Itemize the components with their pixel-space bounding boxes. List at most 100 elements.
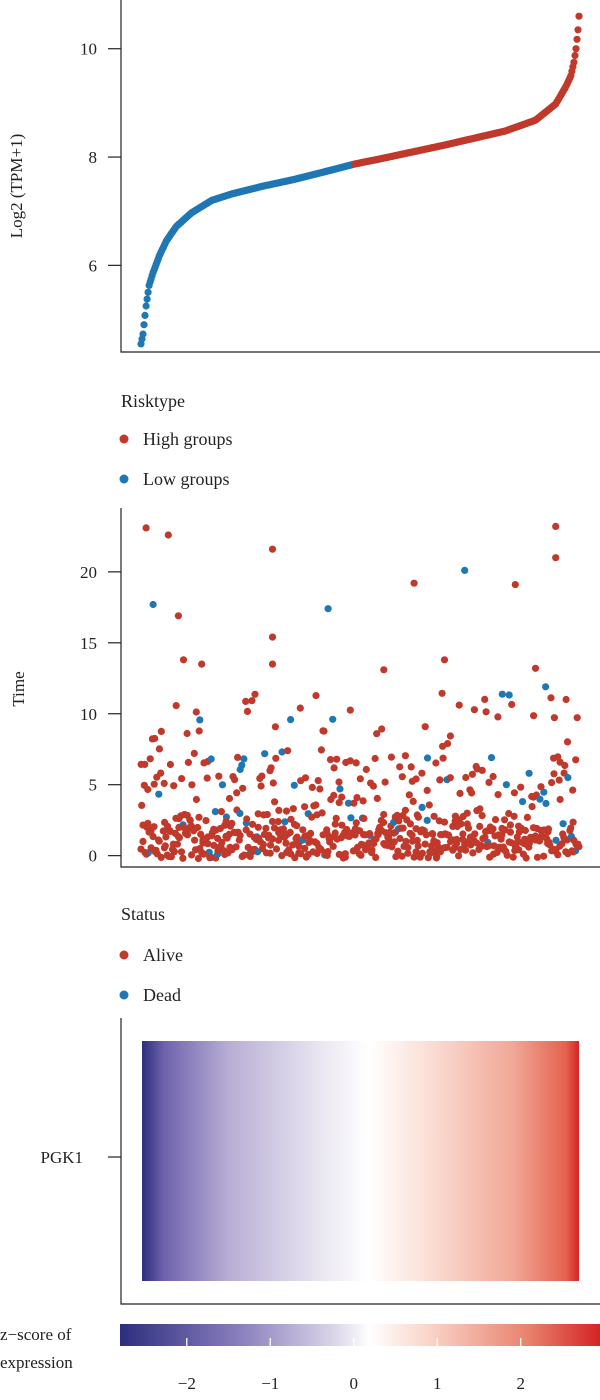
dead-point [519,798,527,806]
expression-y-tick-label: 6 [89,256,98,275]
alive-point [184,758,192,767]
dead-point [207,755,215,763]
alive-point [362,765,370,774]
alive-point [177,848,186,856]
alive-point [471,830,479,838]
time-y-ticks: 0 5 10 15 20 [80,563,121,866]
dead-point [287,716,295,724]
alive-point [240,851,248,859]
alive-point [455,852,463,860]
alive-point [301,774,310,782]
alive-point [511,842,519,850]
alive-point [151,734,159,743]
alive-point [338,821,346,829]
dead-point [236,809,244,818]
alive-point [542,833,550,842]
alive-point [210,841,218,850]
alive-point [268,545,277,553]
alive-point [555,776,563,784]
alive-point [468,789,476,797]
alive-point [337,834,345,842]
alive-point [523,813,532,822]
alive-point [159,827,167,835]
alive-point [271,723,279,731]
alive-point [341,850,349,858]
alive-point [414,842,422,850]
alive-point [331,829,339,837]
alive-point [398,773,406,781]
alive-point [289,805,297,813]
alive-point [568,847,576,855]
dead-legend-label: Dead [143,985,181,1005]
alive-point [228,819,236,828]
alive-point [439,754,447,762]
alive-point [509,853,517,861]
alive-point [372,853,380,862]
alive-point [268,835,277,843]
alive-point [257,782,265,790]
alive-point [162,833,170,841]
alive-point [271,798,279,806]
high-group-point [570,58,578,66]
dead-point [559,820,567,828]
dead-point [278,748,286,756]
alive-point [569,786,577,794]
alive-point [272,845,281,853]
risk-legend: Risktype High groups Low groups [119,391,233,489]
alive-point [533,853,542,861]
alive-point [394,847,402,855]
alive-point [364,841,372,850]
alive-point [239,784,247,792]
alive-point [521,826,530,835]
alive-point [203,774,211,782]
alive-point [312,692,320,700]
dead-point [542,799,550,808]
dead-point [238,761,246,769]
alive-point [552,554,560,562]
alive-point [353,794,361,802]
heatmap-axes [120,1018,600,1305]
alive-point [172,702,180,710]
alive-point [164,531,172,539]
alive-point [359,797,367,805]
colorbar-title-line-2: expression [0,1353,73,1372]
alive-point [194,823,202,832]
alive-point [206,854,214,862]
alive-point [320,727,328,735]
alive-point [517,783,525,791]
time-y-tick-label: 0 [89,847,98,866]
alive-point [178,775,186,783]
alive-point [566,826,574,835]
alive-point [215,772,223,780]
alive-point [268,817,276,826]
alive-point [317,746,325,754]
alive-point [574,840,582,848]
alive-point [422,831,430,839]
alive-point [548,779,556,787]
alive-point [183,729,191,738]
alive-point [198,660,206,668]
alive-point [141,848,149,857]
colorbar-gradient [120,1324,600,1346]
dead-point [347,814,355,822]
alive-point [248,848,256,856]
high-groups-legend-label: High groups [143,429,233,449]
alive-point [440,818,449,826]
alive-point [371,754,379,763]
alive-point [459,830,467,838]
expression-y-ticks: 6 8 10 [80,40,121,275]
alive-point [360,814,368,823]
alive-point [477,841,485,850]
alive-point [191,836,199,844]
alive-point [380,818,388,827]
alive-point [194,854,202,863]
alive-point [489,825,497,833]
alive-point [476,822,484,831]
alive-point [499,845,507,853]
alive-point [243,815,251,823]
alive-point [467,841,475,849]
alive-point [282,807,291,815]
alive-point [418,769,426,777]
alive-point [388,843,396,851]
